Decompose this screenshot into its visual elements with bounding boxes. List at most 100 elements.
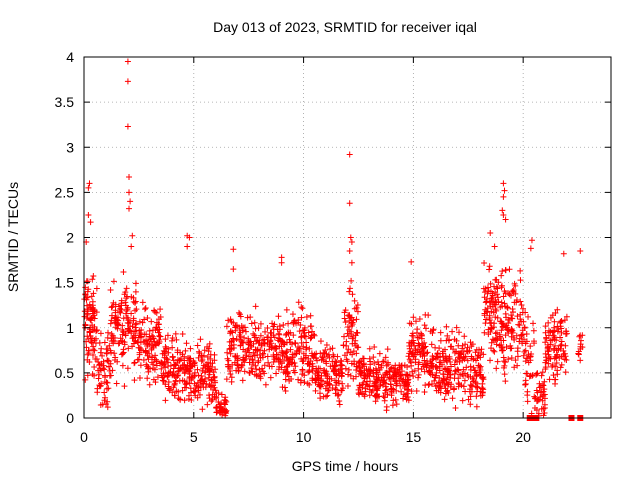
data-point	[101, 389, 108, 396]
data-point	[429, 362, 436, 369]
data-point	[346, 151, 353, 158]
data-point	[488, 345, 495, 352]
data-point	[171, 381, 178, 388]
data-point	[124, 123, 131, 130]
data-point	[553, 359, 560, 366]
data-point	[460, 353, 467, 360]
data-point	[245, 335, 252, 342]
data-point	[461, 377, 468, 384]
data-point	[541, 378, 548, 385]
data-point	[181, 384, 188, 391]
data-point	[198, 372, 205, 379]
data-point	[85, 336, 92, 343]
data-point	[253, 366, 260, 373]
data-point	[525, 313, 532, 320]
data-point	[83, 302, 90, 309]
data-point	[164, 332, 171, 339]
data-point	[296, 348, 303, 355]
data-point	[412, 356, 419, 363]
data-point	[451, 371, 458, 378]
data-point	[159, 377, 166, 384]
data-point	[437, 337, 444, 344]
data-point	[295, 299, 302, 306]
data-point	[337, 357, 344, 364]
data-point	[434, 354, 441, 361]
data-point	[499, 207, 506, 214]
data-point	[304, 380, 311, 387]
data-point	[547, 328, 554, 335]
data-point	[122, 332, 129, 339]
data-point	[87, 219, 94, 226]
data-point	[312, 379, 319, 386]
data-point	[199, 406, 206, 413]
data-point	[131, 359, 138, 366]
data-point	[481, 259, 488, 266]
data-point	[242, 328, 249, 335]
data-point	[156, 332, 163, 339]
data-point	[551, 345, 558, 352]
data-point	[86, 358, 93, 365]
data-point	[551, 318, 558, 325]
data-point	[447, 343, 454, 350]
data-point	[487, 280, 494, 287]
data-point	[191, 388, 198, 395]
data-point	[502, 290, 509, 297]
data-point	[136, 318, 143, 325]
data-point	[451, 349, 458, 356]
data-point	[298, 339, 305, 346]
data-point	[347, 285, 354, 292]
data-point	[186, 392, 193, 399]
data-point	[354, 308, 361, 315]
data-point	[132, 324, 139, 331]
data-point	[100, 365, 107, 372]
data-point	[155, 316, 162, 323]
data-point	[145, 368, 152, 375]
data-point	[428, 381, 435, 388]
data-point	[500, 180, 507, 187]
data-point	[262, 381, 269, 388]
data-point	[528, 237, 535, 244]
data-point	[259, 337, 266, 344]
data-point	[410, 337, 417, 344]
data-point	[336, 401, 343, 408]
data-point	[110, 278, 117, 285]
data-point	[107, 320, 114, 327]
data-point	[350, 334, 357, 341]
data-point	[491, 243, 498, 250]
data-point	[355, 360, 362, 367]
data-point	[514, 362, 521, 369]
data-point	[105, 329, 112, 336]
data-point	[135, 356, 142, 363]
data-point	[273, 351, 280, 358]
data-point	[404, 371, 411, 378]
data-point	[144, 352, 151, 359]
data-point	[99, 352, 106, 359]
data-point	[148, 359, 155, 366]
data-point	[126, 205, 133, 212]
data-point	[239, 377, 246, 384]
data-point	[436, 375, 443, 382]
data-point	[278, 259, 285, 266]
data-point	[410, 314, 417, 321]
data-point	[93, 285, 100, 292]
y-axis-label: SRMTID / TECUs	[5, 182, 21, 292]
data-point	[98, 360, 105, 367]
data-point	[199, 376, 206, 383]
data-point	[538, 405, 545, 412]
data-point	[151, 366, 158, 373]
data-point	[542, 323, 549, 330]
data-point	[103, 379, 110, 386]
data-point	[278, 360, 285, 367]
data-point	[292, 363, 299, 370]
data-point	[562, 328, 569, 335]
x-tick-label: 5	[190, 429, 198, 445]
data-point	[562, 342, 569, 349]
data-point	[329, 358, 336, 365]
data-point	[315, 365, 322, 372]
data-point	[349, 340, 356, 347]
data-point	[421, 344, 428, 351]
data-point	[491, 348, 498, 355]
data-point	[198, 358, 205, 365]
data-point	[576, 333, 583, 340]
data-point	[418, 366, 425, 373]
